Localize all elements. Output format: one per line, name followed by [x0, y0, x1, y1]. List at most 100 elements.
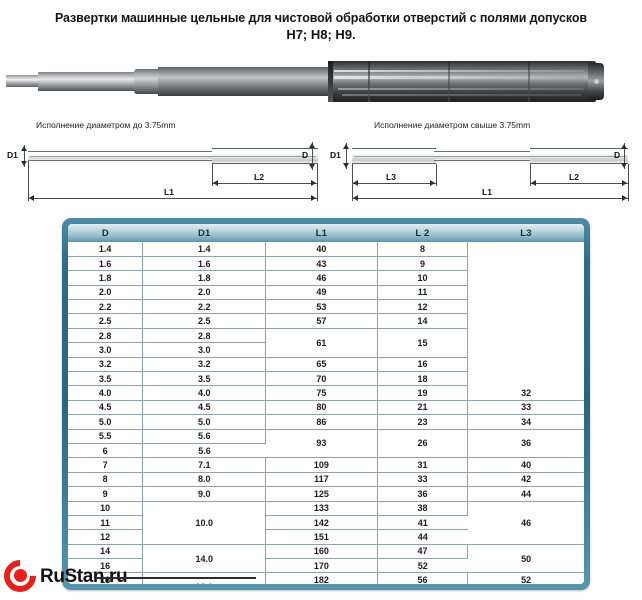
- machine-reamer-photo: [0, 47, 642, 119]
- cell-d: 1.8: [68, 270, 144, 286]
- cell-d1: 1.4: [142, 242, 267, 257]
- column-header-l2: L 2: [377, 224, 468, 242]
- cell-d: 11: [68, 515, 144, 531]
- cell-l1: 65: [265, 357, 378, 373]
- table-row: 7 7.1 109 31 40: [68, 457, 584, 473]
- reamer-shank: [38, 72, 136, 91]
- table-header-row: D D1 L1 L 2 L3: [68, 224, 584, 242]
- cell-l1: 125: [265, 486, 378, 502]
- watermark-rule: [96, 577, 256, 579]
- cell-l3: [467, 270, 584, 286]
- reamer-taper: [134, 69, 160, 94]
- cell-l3: 36: [467, 429, 584, 459]
- cell-d: 16: [68, 558, 144, 574]
- cell-d1: 5.6: [142, 429, 267, 444]
- cell-d1: 3.0: [142, 342, 267, 358]
- page-title: Развертки машинные цельные для чистовой …: [0, 0, 642, 43]
- cell-l3: [467, 242, 584, 257]
- table-row: 5.5 5.6 93 26 36: [68, 429, 584, 459]
- cell-d1: 1.8: [142, 270, 267, 286]
- table-row: 3.0 3.0: [68, 342, 584, 358]
- cell-d1: 14.0: [142, 544, 267, 574]
- cell-d: 2.8: [68, 328, 144, 344]
- cell-d1: 8.0: [142, 472, 267, 488]
- cell-l2: 56: [377, 572, 469, 584]
- cell-d1: 10.0: [142, 501, 267, 545]
- cell-d: 4.5: [68, 400, 144, 416]
- dim-label-l3-right: L3: [386, 172, 396, 182]
- cell-l3: 50: [467, 544, 584, 574]
- cell-d: 2.5: [68, 313, 144, 329]
- dim-label-d1-left: D1: [7, 150, 18, 160]
- dim-label-l1-left: L1: [164, 187, 174, 197]
- specification-table: D D1 L1 L 2 L3 1.4 1.4 40 8 1.6 1.6 43 9 1.8 1.8 4…: [68, 224, 584, 584]
- cell-l1: 80: [265, 400, 378, 416]
- dim-label-l2-right: L2: [569, 172, 579, 182]
- cell-d: 8: [68, 472, 144, 488]
- cell-l3: [467, 313, 584, 329]
- cell-l2: 10: [377, 270, 469, 286]
- cell-l1: 53: [265, 299, 378, 315]
- cell-d: 3.5: [68, 371, 144, 387]
- dim-label-d1-right: D1: [330, 150, 341, 160]
- table-row: 14 14.0 160 47 50: [68, 544, 584, 574]
- column-header-l1: L1: [265, 224, 378, 242]
- cell-l2: 8: [377, 242, 469, 257]
- table-row: 1.4 1.4 40 8: [68, 242, 584, 257]
- cell-l3: [467, 342, 584, 358]
- table-row: 9 9.0 125 36 44: [68, 486, 584, 502]
- cell-l1: 57: [265, 313, 378, 329]
- cell-l1: 109: [265, 457, 378, 473]
- column-header-d1: D1: [142, 224, 266, 242]
- cell-d1: 2.8: [142, 328, 267, 344]
- cell-d: 7: [68, 457, 144, 473]
- cell-l3: [467, 285, 584, 300]
- cell-l1: 86: [265, 414, 378, 430]
- cell-l2: 36: [377, 486, 469, 502]
- rustan-logo-icon: [0, 553, 43, 599]
- cell-d1: 4.5: [142, 400, 267, 416]
- cell-l2: 33: [377, 472, 469, 488]
- dim-label-d-right: D: [614, 150, 621, 160]
- cell-d1: 2.5: [142, 313, 267, 329]
- cell-l3: [467, 371, 584, 386]
- cell-l1: 142: [265, 515, 378, 531]
- cell-d1: 9.0: [142, 486, 267, 502]
- cell-d1: 5.0: [142, 414, 267, 430]
- table-row: 1.6 1.6 43 9: [68, 256, 584, 272]
- table-row: 11 142 41: [68, 515, 584, 531]
- table-row: 5.0 5.0 86 23 34: [68, 414, 584, 430]
- cell-l1: 133: [265, 501, 378, 516]
- diagram-small-diameter: Исполнение диаметром до 3.75mm D1 D L2: [6, 119, 324, 207]
- dim-label-d-left: D: [302, 150, 309, 160]
- title-line-1: Развертки машинные цельные для чистовой …: [54, 11, 587, 25]
- reamer-shank-tip: [6, 75, 40, 87]
- cell-d1: 1.6: [142, 256, 267, 272]
- watermark: RuStan.ru: [0, 553, 128, 599]
- table-row: 16 170 52: [68, 558, 584, 574]
- cell-d: 10: [68, 501, 144, 516]
- cell-l3: 42: [467, 472, 584, 488]
- cell-l2: 15: [377, 328, 469, 358]
- cell-l3: 32: [467, 385, 584, 401]
- cell-l3: 52: [467, 572, 584, 584]
- specification-table-frame: D D1 L1 L 2 L3 1.4 1.4 40 8 1.6 1.6 43 9 1.8 1.8 4…: [62, 218, 590, 590]
- cell-d: 1.6: [68, 256, 144, 272]
- cell-l3: 34: [467, 414, 584, 430]
- table-row: 3.5 3.5 70 18: [68, 371, 584, 387]
- table-row: 4.5 4.5 80 21 33: [68, 400, 584, 416]
- diagram-large-diameter: Исполнение диаметром свыше 3.75mm D1 D L…: [330, 119, 638, 207]
- cell-l2: 26: [377, 429, 469, 459]
- cell-l1: 93: [265, 429, 378, 459]
- title-line-2: H7; H8; H9.: [286, 27, 356, 42]
- cell-l1: 43: [265, 256, 378, 272]
- cell-d: 3.0: [68, 342, 144, 358]
- cell-d: 9: [68, 486, 144, 502]
- cell-l2: 21: [377, 400, 469, 416]
- dim-label-l2-left: L2: [254, 172, 264, 182]
- cell-l2: 52: [377, 558, 468, 574]
- table-row: 2.8 2.8 61 15: [68, 328, 584, 358]
- cell-l2: 41: [377, 515, 468, 531]
- table-row: 4.0 4.0 75 19 32: [68, 385, 584, 401]
- diagram-large-caption: Исполнение диаметром свыше 3.75mm: [374, 120, 531, 130]
